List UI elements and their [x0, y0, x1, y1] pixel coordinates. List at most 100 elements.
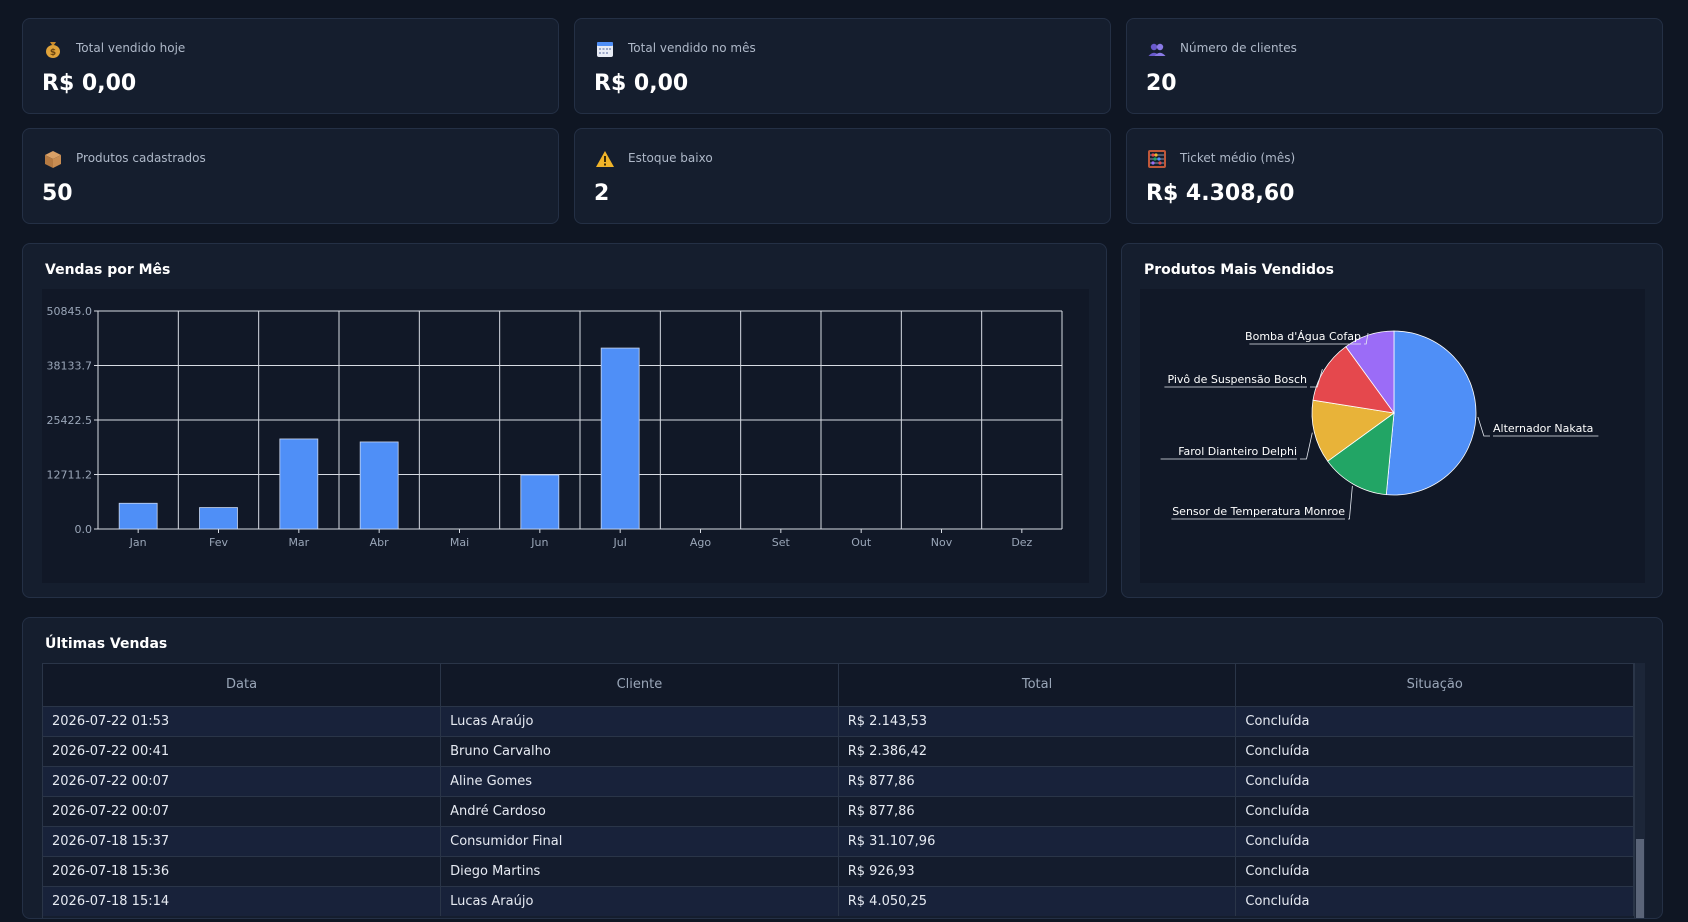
table-row[interactable]: 2026-07-22 01:53 Lucas Araújo R$ 2.143,53 C… — [43, 705, 1634, 736]
recent-sales-tbody: 2026-07-22 01:53 Lucas Araújo R$ 2.143,53 C… — [43, 705, 1634, 916]
pie-leader-line — [1348, 485, 1353, 520]
pie-label: Sensor de Temperatura Monroe — [1172, 505, 1345, 518]
x-tick-label: Dez — [1011, 536, 1032, 549]
x-tick-label: Fev — [209, 536, 228, 549]
kpi-card-clientes: Número de clientes 20 — [1126, 18, 1663, 114]
pie-label: Bomba d'Água Cofap — [1245, 330, 1361, 343]
table-row[interactable]: 2026-07-18 15:14 Lucas Araújo R$ 4.050,25 C… — [43, 885, 1634, 916]
kpi-card-ticket: Ticket médio (mês) R$ 4.308,60 — [1126, 128, 1663, 224]
pie-leader-line — [1310, 369, 1323, 388]
pie-chart-svg: Alternador Nakata Sensor de Temperatura M… — [1160, 330, 1599, 520]
cell-total: R$ 2.143,53 — [838, 705, 1237, 736]
cell-cliente: Lucas Araújo — [440, 705, 839, 736]
x-tick-label: Out — [851, 536, 872, 549]
warning-icon — [595, 149, 615, 169]
calendar-icon — [595, 39, 615, 59]
recent-sales-table-wrap: Data Cliente Total Situação 2026-07-22 0… — [42, 663, 1635, 918]
cell-cliente: Diego Martins — [440, 855, 839, 886]
pie-label: Pivô de Suspensão Bosch — [1167, 373, 1307, 386]
kpi-value: R$ 4.308,60 — [1146, 181, 1295, 206]
cell-total: R$ 877,86 — [838, 765, 1237, 796]
table-row[interactable]: 2026-07-18 15:37 Consumidor Final R$ 31.10… — [43, 825, 1634, 856]
y-tick-label: 38133.7 — [47, 360, 93, 373]
pie-label: Alternador Nakata — [1493, 422, 1593, 435]
cell-total: R$ 2.386,42 — [838, 735, 1237, 766]
kpi-label: Produtos cadastrados — [76, 151, 206, 165]
pie-slice — [1327, 412, 1395, 496]
x-tick-label: Jun — [530, 536, 548, 549]
cell-data: 2026-07-18 15:36 — [43, 855, 442, 886]
cell-data: 2026-07-18 15:14 — [43, 885, 442, 916]
kpi-label: Número de clientes — [1180, 41, 1297, 55]
bar-mar — [279, 438, 319, 530]
cell-total: R$ 31.107,96 — [838, 825, 1237, 856]
pie-leader-line — [1300, 432, 1313, 460]
pie-slice — [1311, 399, 1396, 462]
bar-jan — [118, 502, 158, 530]
x-tick-label: Mai — [450, 536, 469, 549]
pie-slice — [1345, 330, 1395, 415]
abacus-icon — [1147, 149, 1167, 169]
table-row[interactable]: 2026-07-18 15:36 Diego Martins R$ 926,93 Co… — [43, 855, 1634, 886]
cell-data: 2026-07-22 00:41 — [43, 735, 442, 766]
cell-total: R$ 4.050,25 — [838, 885, 1237, 916]
kpi-card-estoque: Estoque baixo 2 — [574, 128, 1111, 224]
pie-chart-card: Produtos Mais Vendidos Alternador Nakata… — [1121, 243, 1663, 598]
bar-fev — [199, 507, 238, 530]
kpi-value: R$ 0,00 — [42, 71, 137, 96]
x-tick-label: Nov — [931, 536, 953, 549]
table-row[interactable]: 2026-07-22 00:07 Aline Gomes R$ 877,86 Conc… — [43, 765, 1634, 796]
x-tick-label: Mar — [288, 536, 309, 549]
pie-leader-line — [1477, 416, 1490, 437]
pie-chart-plot: Alternador Nakata Sensor de Temperatura M… — [1140, 289, 1645, 583]
bar-abr — [359, 441, 399, 530]
y-tick-label: 12711.2 — [47, 469, 93, 482]
recent-sales-title: Últimas Vendas — [45, 636, 168, 652]
users-icon — [1147, 39, 1167, 59]
cell-data: 2026-07-22 00:07 — [43, 795, 442, 826]
y-tick-label: 25422.5 — [47, 414, 93, 427]
x-tick-label: Jan — [129, 536, 147, 549]
money-bag-icon: $ — [43, 39, 63, 59]
cell-cliente: André Cardoso — [440, 795, 839, 826]
package-icon — [43, 149, 63, 169]
bar-jun — [520, 474, 560, 530]
x-tick-label: Set — [772, 536, 791, 549]
cell-cliente: Bruno Carvalho — [440, 735, 839, 766]
table-row[interactable]: 2026-07-22 00:41 Bruno Carvalho R$ 2.386,4… — [43, 735, 1634, 766]
cell-situacao: Concluída — [1235, 825, 1634, 856]
kpi-card-produtos: Produtos cadastrados 50 — [22, 128, 559, 224]
column-header-data[interactable]: Data — [43, 664, 442, 706]
column-header-total[interactable]: Total — [838, 664, 1237, 706]
column-header-cliente[interactable]: Cliente — [440, 664, 839, 706]
sales-chart-title: Vendas por Mês — [45, 262, 171, 278]
sales-chart-card: Vendas por Mês 0.0 12711.2 25422.5 38133.7 5… — [22, 243, 1107, 598]
sales-chart-plot: 0.0 12711.2 25422.5 38133.7 50845.0 Jan Fev Mar… — [42, 289, 1089, 583]
recent-sales-table: Data Cliente Total Situação 2026-07-22 0… — [43, 664, 1634, 916]
pie-slice — [1385, 330, 1477, 496]
svg-text:$: $ — [50, 48, 56, 58]
kpi-label: Total vendido no mês — [628, 41, 756, 55]
table-scrollbar-thumb[interactable] — [1636, 839, 1644, 918]
kpi-card-total-hoje: $ Total vendido hoje R$ 0,00 — [22, 18, 559, 114]
y-tick-label: 0.0 — [75, 523, 93, 536]
cell-situacao: Concluída — [1235, 855, 1634, 886]
cell-situacao: Concluída — [1235, 705, 1634, 736]
pie-chart-title: Produtos Mais Vendidos — [1144, 262, 1334, 278]
kpi-card-total-mes: Total vendido no mês R$ 0,00 — [574, 18, 1111, 114]
recent-sales-card: Últimas Vendas Data Cliente Total Situaç… — [22, 617, 1663, 919]
column-header-situacao[interactable]: Situação — [1235, 664, 1634, 706]
table-scrollbar[interactable] — [1635, 663, 1645, 918]
cell-data: 2026-07-18 15:37 — [43, 825, 442, 856]
x-tick-label: Jul — [613, 536, 627, 549]
x-tick-label: Abr — [370, 536, 390, 549]
cell-total: R$ 877,86 — [838, 795, 1237, 826]
cell-situacao: Concluída — [1235, 885, 1634, 916]
table-row[interactable]: 2026-07-22 00:07 André Cardoso R$ 877,86 Co… — [43, 795, 1634, 826]
pie-label: Farol Dianteiro Delphi — [1178, 445, 1297, 458]
bar-jul — [600, 347, 640, 530]
kpi-value: 50 — [42, 181, 73, 206]
kpi-value: R$ 0,00 — [594, 71, 689, 96]
cell-data: 2026-07-22 00:07 — [43, 765, 442, 796]
cell-situacao: Concluída — [1235, 795, 1634, 826]
